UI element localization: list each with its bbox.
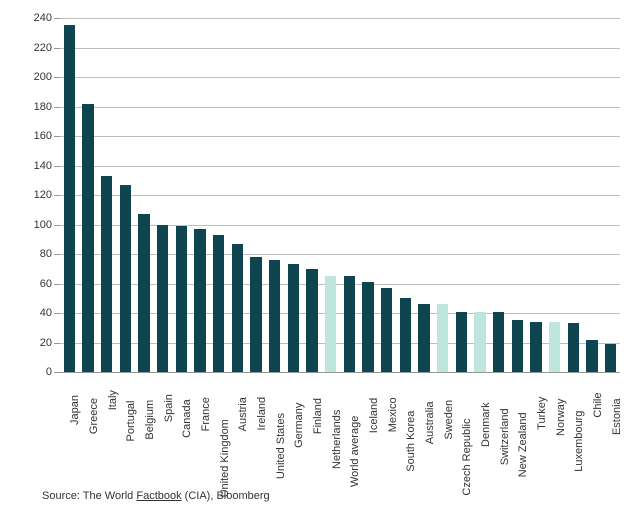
x-tick-label: Turkey (536, 355, 548, 392)
source-underlined: Factbook (136, 490, 181, 502)
x-tick-label: France (200, 355, 212, 393)
x-tick-label: Germany (293, 349, 305, 398)
plot-area: JapanGreeceItalyPortugalBelgiumSpainCana… (60, 18, 620, 372)
x-tick-label: Iceland (368, 354, 380, 393)
bar (120, 185, 132, 372)
x-tick-label: World average (349, 336, 361, 411)
x-tick-label: Switzerland (499, 344, 511, 405)
x-tick-label: Spain (163, 358, 175, 390)
x-tick-label: Luxembourg (573, 341, 585, 406)
x-tick-label: Denmark (480, 350, 492, 399)
source-prefix: Source: The World (42, 490, 136, 502)
x-tick-label: Sweden (443, 352, 455, 396)
y-tick-label: 80 (40, 248, 60, 260)
x-tick-label: New Zealand (517, 340, 529, 409)
y-tick-label: 200 (34, 71, 60, 83)
bar (82, 104, 94, 372)
x-tick-label: Norway (555, 353, 567, 394)
x-tick-label: Ireland (256, 355, 268, 393)
x-tick-label: United Kingdom (219, 333, 231, 415)
x-tick-label: Finland (312, 354, 324, 394)
y-tick-label: 220 (34, 42, 60, 54)
x-tick-label: Portugal (125, 352, 137, 397)
x-tick-label: Australia (424, 351, 436, 398)
y-tick-label: 100 (34, 219, 60, 231)
y-tick-label: 180 (34, 101, 60, 113)
bar (138, 214, 150, 372)
bar (64, 25, 76, 372)
x-tick-label: Chile (592, 359, 604, 388)
x-tick-label: Greece (88, 354, 100, 394)
x-tick-label: Netherlands (331, 342, 343, 405)
x-tick-label: Mexico (387, 355, 399, 394)
bar (194, 229, 206, 372)
y-tick-label: 20 (40, 337, 60, 349)
source-line: Source: The World Factbook (CIA), Bloomb… (42, 490, 270, 502)
y-tick-label: 40 (40, 307, 60, 319)
x-tick-label: Italy (107, 362, 119, 386)
y-tick-label: 160 (34, 130, 60, 142)
x-axis-line (54, 372, 620, 373)
bar (176, 226, 188, 372)
bar (232, 244, 244, 372)
figure: Japan Greece Italy Portugal Belgium Spain Cana… (0, 0, 637, 520)
y-tick-label: 60 (40, 278, 60, 290)
x-tick-label: Estonia (611, 354, 623, 395)
x-tick-label: Japan (69, 357, 81, 391)
x-tick-label: Canada (181, 353, 193, 396)
x-tick-label: Czech Republic (461, 333, 473, 414)
y-tick-label: 240 (34, 12, 60, 24)
source-suffix: (CIA), Bloomberg (182, 490, 270, 502)
x-tick-label: United States (275, 339, 287, 409)
x-tick-label: Belgium (144, 352, 156, 396)
bar (157, 225, 169, 373)
y-tick-label: 140 (34, 160, 60, 172)
y-tick-label: 120 (34, 189, 60, 201)
bars-container (60, 18, 620, 372)
x-tick-label: South Korea (405, 341, 417, 406)
y-tick-label: 0 (46, 366, 60, 378)
x-tick-label: Austria (237, 355, 249, 393)
bar (101, 176, 113, 372)
